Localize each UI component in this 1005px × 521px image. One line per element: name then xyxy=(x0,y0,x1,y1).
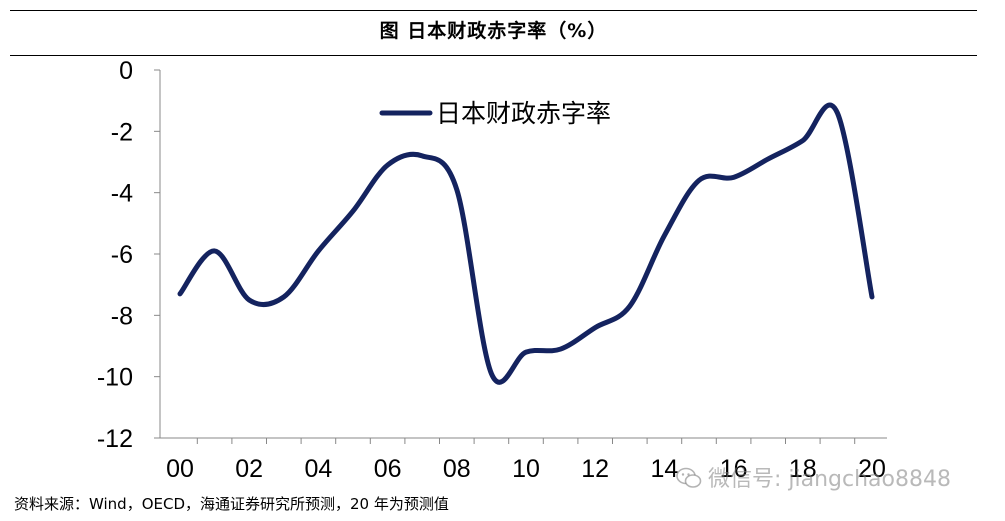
x-ticks: 00 02 04 06 08 10 12 14 16 18 20 xyxy=(166,438,886,483)
x-tick-label: 16 xyxy=(720,455,748,483)
watermark: 微信号: jiangchao8848 xyxy=(676,461,951,493)
x-tick-label: 00 xyxy=(166,455,194,483)
chart-title: 图 日本财政赤字率（%） xyxy=(379,20,608,42)
legend: 日本财政赤字率 xyxy=(379,99,611,128)
y-tick-label: -2 xyxy=(111,118,133,146)
source-note: 资料来源：Wind，OECD，海通证券研究所预测，20 年为预测值 xyxy=(14,495,449,513)
series xyxy=(177,102,875,385)
y-tick-label: 0 xyxy=(119,57,133,85)
legend-label: 日本财政赤字率 xyxy=(436,99,611,128)
y-tick-label: -8 xyxy=(111,302,133,330)
x-tick-label: 12 xyxy=(581,455,609,483)
x-tick-label: 14 xyxy=(650,455,678,483)
x-tick-label: 10 xyxy=(512,455,540,483)
x-tick-label: 20 xyxy=(858,455,886,483)
y-tick-label: -4 xyxy=(111,180,133,208)
x-tick-label: 04 xyxy=(304,455,332,483)
x-tick-label: 02 xyxy=(235,455,263,483)
title-underline xyxy=(10,55,977,56)
wechat-icon xyxy=(676,467,702,488)
y-ticks: 0 -2 -4 -6 -8 -10 -12 xyxy=(97,57,160,453)
y-tick-label: -6 xyxy=(111,241,133,269)
y-tick-label: -10 xyxy=(97,364,133,392)
top-rule xyxy=(10,10,977,11)
x-tick-label: 06 xyxy=(374,455,402,483)
x-tick-label: 08 xyxy=(443,455,471,483)
series-line xyxy=(177,102,875,385)
watermark-text: 微信号: jiangchao8848 xyxy=(708,467,951,492)
y-tick-label: -12 xyxy=(97,425,133,453)
x-tick-label: 18 xyxy=(789,455,817,483)
